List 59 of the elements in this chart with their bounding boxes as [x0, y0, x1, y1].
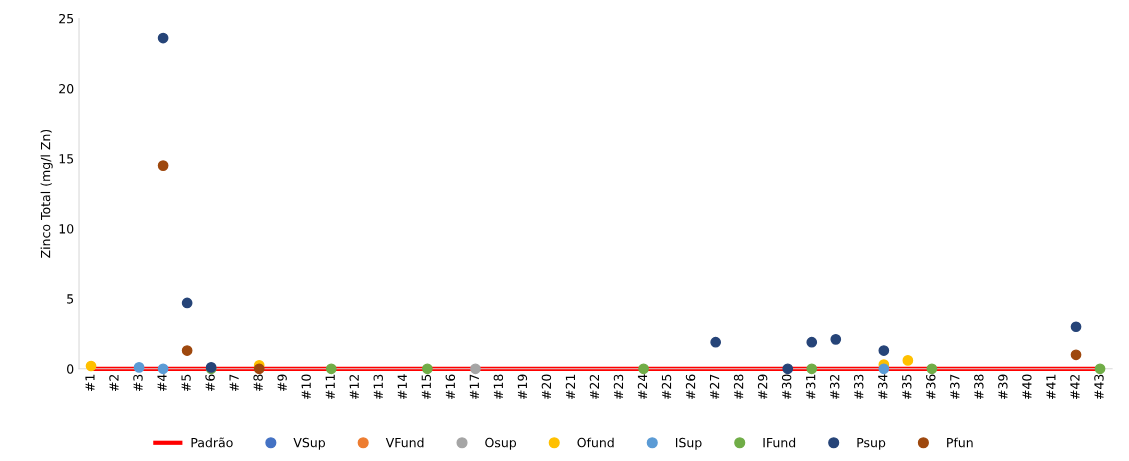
legend-label: VFund [385, 437, 424, 448]
x-tick-label: #9 [277, 374, 287, 392]
x-tick-label: #12 [349, 374, 359, 400]
x-tick-label: #10 [301, 374, 311, 400]
x-tick-label: #31 [805, 374, 816, 400]
x-tick-label: #16 [445, 374, 456, 400]
x-tick-label: #37 [950, 374, 960, 400]
legend-label: Pfun [947, 437, 973, 448]
y-tick-label: 20 [59, 83, 74, 94]
x-tick-label: #28 [733, 374, 744, 400]
x-tick-label: #42 [1070, 374, 1080, 400]
x-tick-label: #5 [181, 374, 191, 392]
x-tick-label: #36 [926, 374, 936, 400]
legend-label: Osup [485, 437, 517, 450]
x-tick-label: #38 [974, 374, 984, 400]
x-tick-label: #8 [253, 374, 263, 392]
x-tick-label: #2 [109, 374, 119, 392]
x-tick-label: #20 [541, 374, 552, 400]
x-tick-label: #6 [205, 374, 215, 392]
x-tick-label: #43 [1094, 374, 1104, 400]
y-tick-label: 5 [67, 294, 74, 304]
x-tick-label: #19 [517, 374, 528, 400]
x-tick-label: #40 [1022, 374, 1032, 400]
x-tick-label: #33 [853, 374, 864, 400]
x-tick-label: #41 [1046, 374, 1056, 400]
x-tick-label: #13 [373, 374, 383, 400]
x-tick-label: #7 [229, 374, 239, 392]
x-tick-label: #26 [685, 374, 696, 400]
x-tick-label: #39 [998, 374, 1008, 400]
x-tick-label: #29 [757, 374, 768, 400]
x-tick-label: #24 [637, 374, 648, 400]
y-tick-label: 25 [59, 13, 74, 24]
x-tick-label: #25 [661, 374, 672, 400]
y-axis-title: Zinco Total (mg/l Zn) [40, 129, 53, 258]
x-tick-label: #4 [157, 374, 167, 392]
x-tick-label: #27 [709, 374, 720, 400]
x-tick-label: #3 [133, 374, 143, 392]
x-tick-label: #30 [781, 374, 792, 400]
x-tick-label: #23 [613, 374, 624, 400]
x-tick-label: #14 [397, 374, 407, 400]
legend-label: IFund [763, 437, 796, 448]
y-tick-label: 15 [59, 154, 74, 164]
x-tick-label: #32 [829, 374, 840, 400]
x-tick-label: #18 [493, 374, 504, 400]
x-tick-label: #17 [469, 374, 479, 400]
x-tick-label: #34 [878, 374, 888, 400]
x-tick-label: #1 [85, 374, 95, 392]
legend-label: Psup [857, 438, 886, 450]
x-tick-label: #11 [325, 374, 335, 400]
x-tick-label: #22 [589, 374, 599, 400]
x-tick-label: #15 [421, 374, 432, 400]
legend-label: ISup [675, 437, 702, 450]
legend-label: Padrão [191, 437, 233, 448]
legend-label: VSup [293, 437, 326, 450]
legend-label: Ofund [577, 437, 614, 448]
x-tick-label: #21 [565, 374, 575, 400]
y-tick-label: 0 [67, 364, 74, 374]
x-tick-label: #35 [902, 374, 912, 400]
y-tick-label: 10 [59, 224, 74, 234]
